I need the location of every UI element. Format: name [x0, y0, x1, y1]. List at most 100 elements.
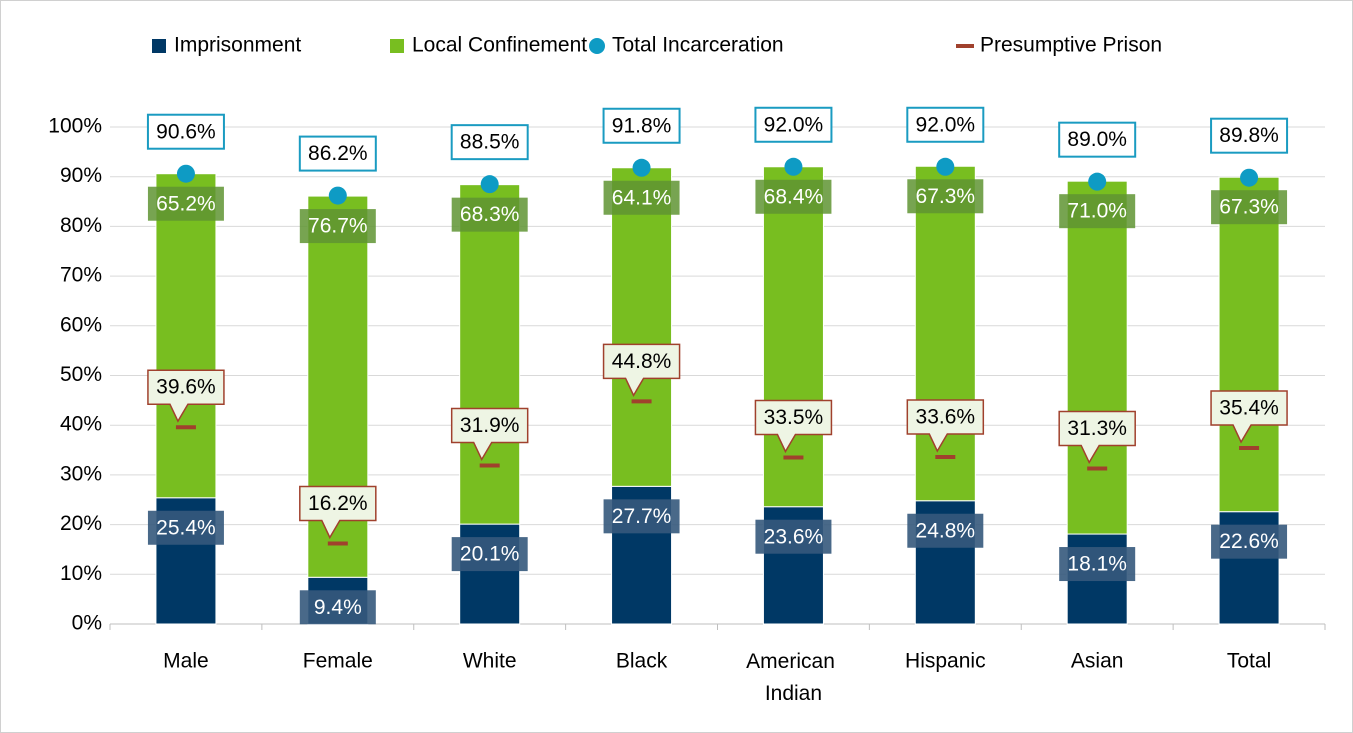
x-tick-label: American Indian [746, 650, 841, 705]
bar-segment [914, 165, 976, 502]
data-label: 91.8% [612, 114, 672, 137]
data-label: 92.0% [916, 113, 976, 136]
callout-box [147, 369, 225, 423]
data-label: 22.6% [1219, 530, 1279, 553]
data-label: 31.3% [1067, 417, 1127, 440]
callout-box [906, 399, 985, 453]
data-label: 20.1% [460, 543, 520, 566]
x-tick-label: Male [163, 650, 209, 673]
label-box [299, 590, 376, 625]
data-label: 86.2% [308, 142, 368, 165]
marker-dot [1240, 168, 1259, 187]
data-label: 67.3% [916, 185, 976, 208]
x-tick-label: White [463, 650, 517, 673]
y-tick-label: 60% [60, 313, 102, 336]
label-box [754, 106, 833, 143]
label-box [1059, 547, 1136, 582]
label-box [906, 106, 985, 143]
callout-box [1058, 410, 1136, 465]
data-label: 88.5% [460, 131, 520, 154]
legend-label: Local Confinement [412, 34, 587, 57]
legend-swatch [390, 39, 404, 53]
label-box [755, 179, 832, 214]
data-label: 27.7% [612, 505, 672, 528]
data-label: 39.6% [156, 376, 216, 399]
legend-label: Total Incarceration [612, 34, 784, 57]
legend-swatch [152, 39, 166, 53]
marker-dot [176, 164, 195, 183]
x-tick-label: Asian [1071, 650, 1124, 673]
bar-segment [1066, 180, 1128, 535]
y-tick-label: 10% [60, 562, 102, 585]
label-box [755, 519, 832, 554]
data-label: 67.3% [1219, 196, 1279, 219]
x-tick-label: Female [303, 650, 373, 673]
marker-dot [784, 157, 803, 176]
data-label: 25.4% [156, 516, 216, 539]
label-box [147, 510, 224, 545]
label-box [1211, 524, 1288, 559]
callout-box [754, 399, 833, 454]
y-tick-label: 50% [60, 363, 102, 386]
data-label: 89.8% [1219, 124, 1279, 147]
label-box [298, 135, 377, 172]
callout-box [1210, 390, 1288, 444]
callout-box [602, 343, 681, 397]
bar-segment [762, 166, 824, 508]
callout-box [299, 485, 377, 540]
data-label: 89.0% [1067, 128, 1127, 151]
data-label: 9.4% [314, 596, 362, 619]
data-label: 44.8% [612, 350, 672, 373]
y-tick-label: 80% [60, 214, 102, 237]
x-tick-label: Total [1227, 650, 1271, 673]
label-box [603, 499, 680, 534]
data-label: 31.9% [460, 414, 520, 437]
bar-segment [611, 167, 673, 487]
data-label: 65.2% [156, 192, 216, 215]
label-box [450, 124, 529, 161]
data-label: 23.6% [764, 525, 824, 548]
y-tick-label: 70% [60, 264, 102, 287]
data-label: 33.6% [916, 406, 976, 429]
y-tick-label: 90% [60, 164, 102, 187]
label-box [1059, 194, 1136, 229]
data-label: 68.3% [460, 203, 520, 226]
bar-segment [459, 184, 521, 525]
marker-dot [328, 186, 347, 205]
label-box [146, 113, 225, 150]
marker-dot [632, 158, 651, 177]
data-label: 90.6% [156, 120, 216, 143]
data-label: 18.1% [1067, 553, 1127, 576]
callout-box [450, 407, 529, 462]
data-label: 16.2% [308, 492, 368, 515]
label-box [907, 179, 984, 214]
x-tick-label: Hispanic [905, 650, 986, 673]
bar-segment [1218, 176, 1280, 513]
y-tick-label: 100% [48, 115, 102, 138]
data-label: 33.5% [764, 406, 824, 429]
label-box [907, 513, 984, 548]
y-tick-label: 20% [60, 512, 102, 535]
label-box [603, 180, 680, 215]
y-tick-label: 40% [60, 413, 102, 436]
label-box [299, 209, 376, 244]
label-box [451, 537, 528, 572]
bar-segment [155, 173, 217, 499]
data-label: 35.4% [1219, 397, 1279, 420]
data-label: 64.1% [612, 186, 672, 209]
label-box [1058, 121, 1137, 158]
label-box [451, 197, 528, 232]
data-label: 76.7% [308, 215, 368, 238]
label-box [1211, 190, 1288, 225]
data-label: 68.4% [764, 185, 824, 208]
y-tick-label: 30% [60, 462, 102, 485]
marker-dot [480, 175, 499, 194]
legend-label: Imprisonment [174, 34, 301, 57]
marker-dot [1088, 172, 1107, 191]
y-tick-label: 0% [72, 612, 102, 635]
x-tick-label: Black [616, 650, 668, 673]
label-box [147, 186, 224, 221]
legend-swatch [589, 38, 605, 54]
label-box [1210, 117, 1289, 154]
